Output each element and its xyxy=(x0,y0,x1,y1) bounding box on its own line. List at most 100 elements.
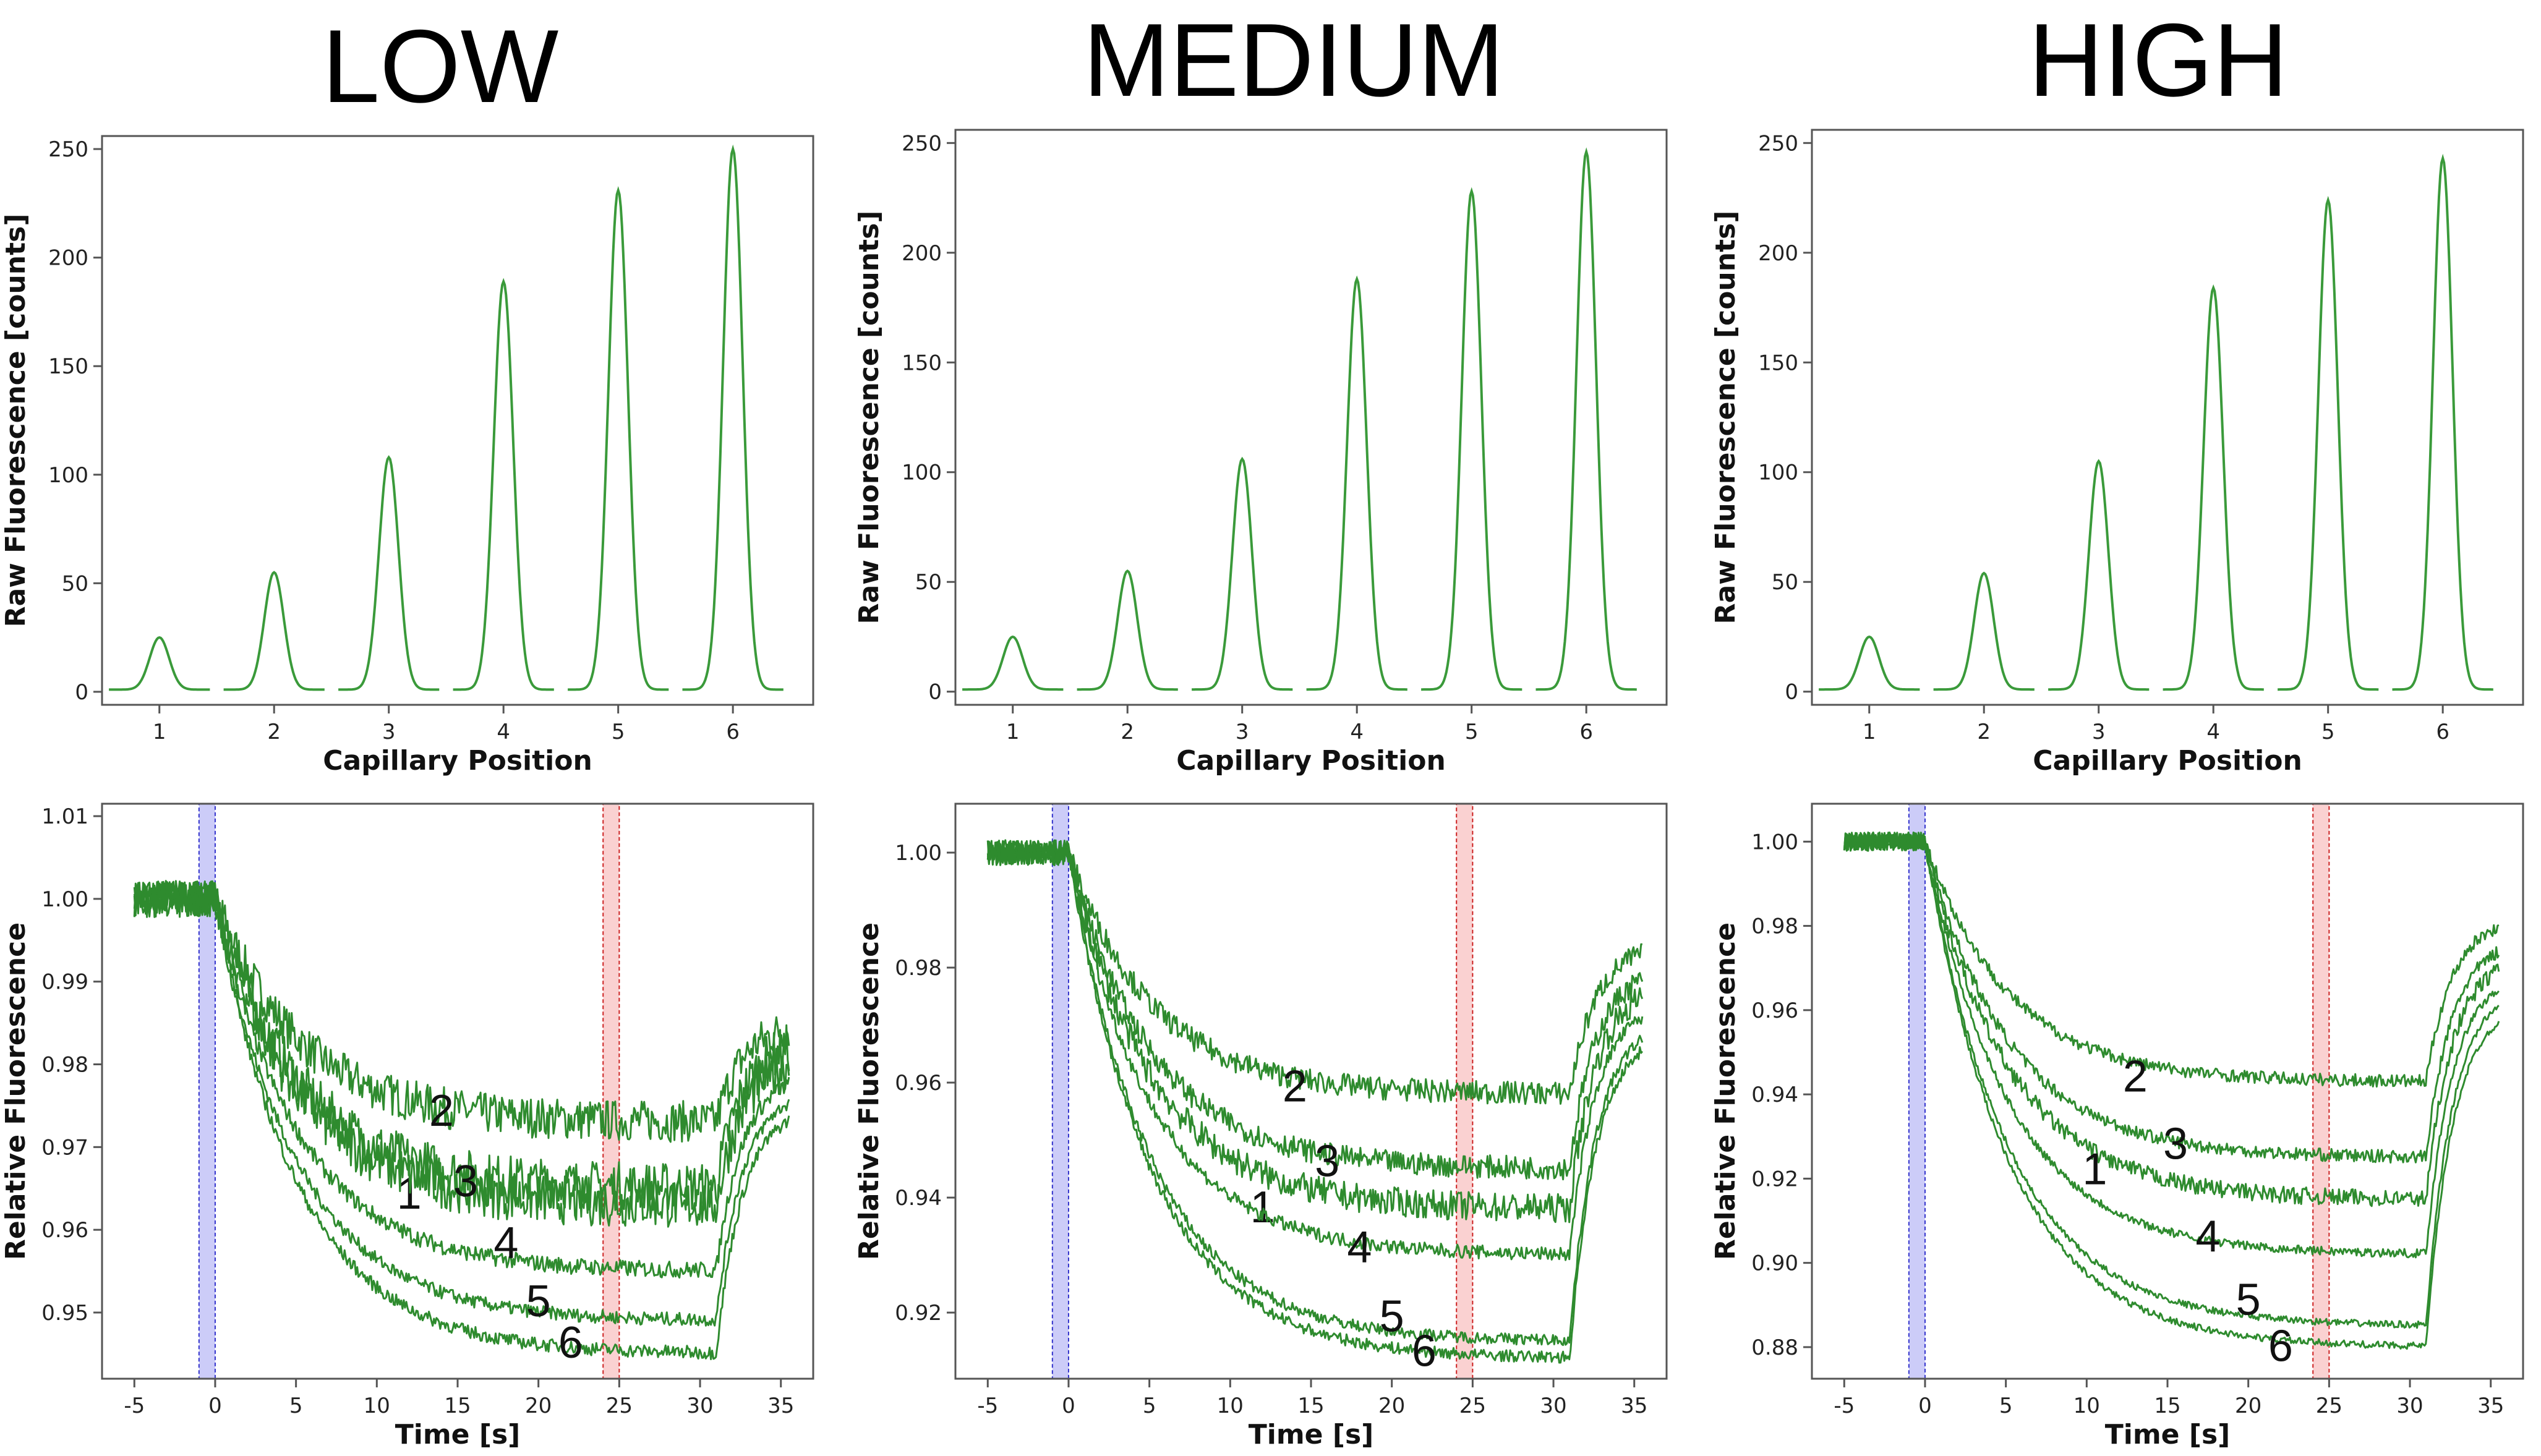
y-tick-label: 0.96 xyxy=(1751,998,1798,1023)
trace-capillary-2 xyxy=(986,840,1643,1105)
capillary-peak-1 xyxy=(109,636,210,691)
x-tick-label: 6 xyxy=(2436,720,2449,744)
x-tick-label: 5 xyxy=(2321,720,2335,744)
y-tick-label: 200 xyxy=(48,246,88,271)
trace-capillary-1 xyxy=(986,839,1644,1224)
ir-laser-on-region xyxy=(602,803,620,1379)
panel-high-raw: 1 2 3 4 5 6 0 50 100 150 200 250 Capillary Position R… xyxy=(1710,129,2524,777)
trace-label-4: 4 xyxy=(1347,1223,1372,1272)
x-tick-label: 5 xyxy=(1143,1394,1156,1418)
x-tick-label: -5 xyxy=(124,1394,145,1418)
x-tick-label: 3 xyxy=(382,720,396,744)
y-tick-label: 250 xyxy=(1758,131,1798,156)
x-tick-label: 2 xyxy=(267,720,281,744)
trace-capillary-1 xyxy=(133,880,790,1212)
panel-medium-time: -5 0 5 10 15 20 25 30 350.920.940.960.981.00Time… xyxy=(853,803,1668,1450)
x-axis-label: Capillary Position xyxy=(323,745,592,777)
y-tick-label: 150 xyxy=(902,351,942,375)
x-axis-label: Capillary Position xyxy=(1176,745,1446,777)
x-tick-label: 20 xyxy=(1378,1394,1405,1418)
trace-label-6: 6 xyxy=(558,1318,583,1368)
panel-low-time: -5 0 5 10 15 20 25 30 350.950.960.970.980.991.00… xyxy=(0,803,814,1450)
plot-frame xyxy=(954,129,1668,706)
x-axis-label: Capillary Position xyxy=(2033,745,2302,777)
x-tick-label: 4 xyxy=(1350,720,1364,744)
trace-label-2: 2 xyxy=(1283,1062,1307,1112)
x-tick-label: 25 xyxy=(1459,1394,1486,1418)
x-tick-label: 3 xyxy=(2092,720,2106,744)
y-tick-label: 50 xyxy=(62,571,88,596)
capillary-peak-6 xyxy=(1535,147,1637,691)
capillary-peak-5 xyxy=(1421,187,1522,691)
trace-label-4: 4 xyxy=(2195,1212,2220,1261)
capillary-peak-2 xyxy=(223,571,325,691)
x-tick-label: 20 xyxy=(2235,1394,2261,1418)
y-tick-label: 100 xyxy=(902,461,942,485)
y-tick-label: 250 xyxy=(48,137,88,162)
capillary-peak-2 xyxy=(1933,571,2035,691)
trace-capillary-5 xyxy=(133,880,790,1327)
trace-label-5: 5 xyxy=(1380,1292,1404,1342)
trace-capillary-6 xyxy=(1843,832,2500,1350)
x-tick-label: 0 xyxy=(208,1394,222,1418)
y-tick-label: 1.01 xyxy=(41,804,88,829)
y-tick-label: 150 xyxy=(48,354,88,379)
y-tick-label: 0.99 xyxy=(41,970,88,995)
trace-capillary-3 xyxy=(986,840,1644,1181)
trace-capillary-3 xyxy=(133,880,790,1228)
y-tick-label: 250 xyxy=(902,131,942,156)
y-axis-label: Raw Fluorescence [counts] xyxy=(853,211,885,624)
plot-frame xyxy=(954,803,1668,1380)
trace-capillary-5 xyxy=(1844,832,2500,1329)
x-axis-label: Time [s] xyxy=(395,1419,521,1450)
x-tick-label: 4 xyxy=(2206,720,2220,744)
ir-laser-off-region xyxy=(1051,803,1069,1379)
x-tick-label: 15 xyxy=(2154,1394,2180,1418)
capillary-peak-1 xyxy=(1819,635,1920,691)
trace-capillary-2 xyxy=(133,882,790,1143)
x-tick-label: 30 xyxy=(1540,1394,1566,1418)
column-title-high: HIGH xyxy=(2028,2,2288,118)
y-tick-label: 0.96 xyxy=(41,1218,88,1243)
y-tick-label: 0.94 xyxy=(1751,1083,1798,1107)
y-axis-label: Raw Fluorescence [counts] xyxy=(1710,211,1741,624)
x-tick-label: 10 xyxy=(2073,1394,2100,1418)
y-tick-label: 0 xyxy=(1785,680,1798,705)
trace-label-1: 1 xyxy=(2082,1144,2107,1194)
x-tick-label: 20 xyxy=(525,1394,552,1418)
capillary-peak-4 xyxy=(453,278,554,691)
plot-frame xyxy=(1811,129,2524,706)
capillary-peak-2 xyxy=(1077,569,1178,691)
x-tick-label: 35 xyxy=(767,1394,794,1418)
y-tick-label: 100 xyxy=(1758,461,1798,485)
y-tick-label: 0.88 xyxy=(1751,1335,1798,1360)
x-tick-label: 1 xyxy=(1006,720,1020,744)
x-tick-label: 0 xyxy=(1918,1394,1932,1418)
trace-capillary-6 xyxy=(986,839,1643,1364)
y-tick-label: 200 xyxy=(902,241,942,266)
x-tick-label: 10 xyxy=(1217,1394,1244,1418)
y-tick-label: 0.95 xyxy=(41,1301,88,1326)
y-tick-label: 1.00 xyxy=(895,841,942,866)
x-tick-label: 35 xyxy=(2477,1394,2504,1418)
trace-label-2: 2 xyxy=(429,1086,454,1136)
trace-label-3: 3 xyxy=(453,1157,478,1206)
capillary-peak-3 xyxy=(1192,456,1293,691)
x-tick-label: 1 xyxy=(1863,720,1876,744)
y-axis-label: Relative Fluorescence xyxy=(0,922,32,1260)
trace-label-4: 4 xyxy=(493,1219,518,1268)
y-tick-label: 50 xyxy=(1772,570,1798,595)
y-tick-label: 0.92 xyxy=(1751,1167,1798,1191)
x-tick-label: 5 xyxy=(1465,720,1479,744)
y-tick-label: 100 xyxy=(48,463,88,488)
x-tick-label: 25 xyxy=(606,1394,633,1418)
trace-capillary-5 xyxy=(986,839,1644,1347)
x-tick-label: 0 xyxy=(1062,1394,1075,1418)
x-tick-label: 2 xyxy=(1121,720,1134,744)
y-tick-label: 0 xyxy=(928,680,942,705)
x-tick-label: 30 xyxy=(686,1394,713,1418)
x-tick-label: 5 xyxy=(289,1394,303,1418)
trace-label-6: 6 xyxy=(2268,1321,2293,1371)
trace-capillary-1 xyxy=(1843,832,2500,1207)
